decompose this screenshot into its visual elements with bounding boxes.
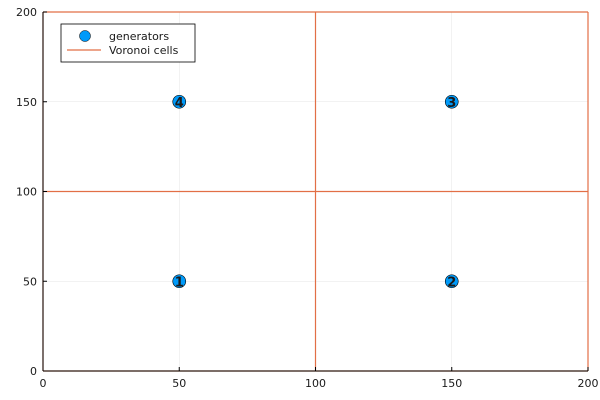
y-tick-label: 150 [16, 96, 37, 109]
x-tick-label: 50 [172, 377, 186, 390]
y-tick-label: 200 [16, 6, 37, 19]
legend-label: Voronoi cells [109, 44, 179, 57]
x-tick-label: 0 [40, 377, 47, 390]
point-label: 4 [175, 96, 184, 111]
voronoi-cells [42, 11, 589, 372]
generator-point [172, 94, 187, 109]
point-label: 1 [175, 275, 184, 290]
generator-point [444, 274, 459, 289]
x-tick-label: 100 [305, 377, 326, 390]
point-label: 3 [447, 96, 456, 111]
y-tick-label: 50 [23, 275, 37, 288]
legend-box [60, 23, 196, 63]
generator-points: 1 2 3 4 [172, 94, 459, 290]
legend-marker-generators [79, 30, 91, 42]
axes: 0 50 100 150 200 0 50 100 150 200 [16, 6, 599, 390]
y-tick-label: 100 [16, 186, 37, 199]
x-tick-label: 150 [441, 377, 462, 390]
legend-label: generators [109, 30, 169, 43]
point-label: 2 [447, 275, 456, 290]
generator-point [172, 274, 187, 289]
x-tick-label: 200 [578, 377, 599, 390]
generator-point [444, 94, 459, 109]
y-tick-label: 0 [30, 365, 37, 378]
